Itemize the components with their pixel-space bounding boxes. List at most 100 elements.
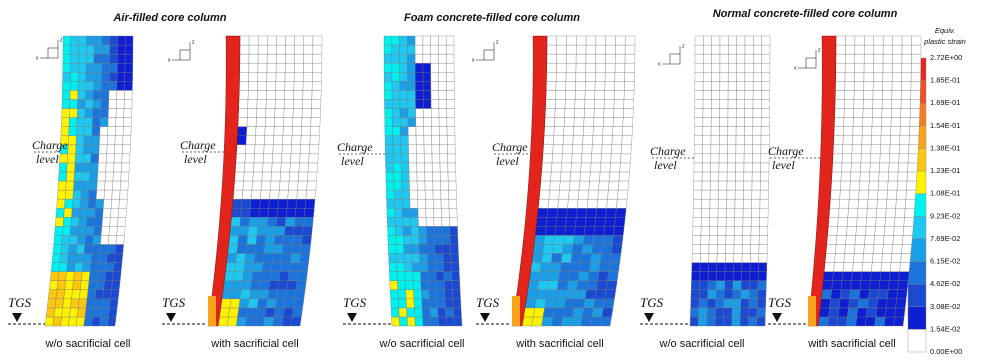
mesh-cell xyxy=(57,199,65,208)
mesh-cell xyxy=(66,272,75,281)
mesh-cell xyxy=(423,109,431,118)
mesh-cell xyxy=(59,263,68,272)
mesh-cell xyxy=(438,317,446,326)
mesh-cell xyxy=(830,199,840,208)
mesh-cell xyxy=(822,281,832,290)
mesh-cell xyxy=(690,317,699,326)
mesh-cell xyxy=(744,172,752,181)
axis-label: x xyxy=(168,57,171,63)
mesh-cell xyxy=(107,136,115,145)
mesh-cell xyxy=(538,281,549,290)
mesh-cell xyxy=(741,272,750,281)
mesh-cell xyxy=(608,181,619,190)
mesh-cell xyxy=(879,281,889,290)
mesh-cell xyxy=(275,90,284,99)
mesh-cell xyxy=(582,145,592,154)
mesh-cell xyxy=(576,36,586,45)
mesh-cell xyxy=(75,154,83,163)
mesh-cell xyxy=(277,208,287,217)
mesh-cell xyxy=(695,63,703,72)
mesh-cell xyxy=(106,163,114,172)
mesh-cell xyxy=(711,163,719,172)
mesh-cell xyxy=(760,190,769,199)
mesh-cell xyxy=(836,235,846,244)
mesh-cell xyxy=(561,254,572,263)
mesh-cell xyxy=(244,263,254,272)
mesh-cell xyxy=(125,54,133,63)
mesh-cell xyxy=(423,45,431,54)
charge-label: level xyxy=(654,158,677,172)
mesh-cell xyxy=(236,154,246,163)
mesh-cell xyxy=(586,72,596,81)
mesh-cell xyxy=(569,181,580,190)
mesh-cell xyxy=(835,244,845,253)
mesh-cell xyxy=(843,136,853,145)
mesh-cell xyxy=(311,109,320,118)
mesh-cell xyxy=(86,63,94,72)
mesh-cell xyxy=(249,72,258,81)
mesh-cell xyxy=(252,181,262,190)
mesh-cell xyxy=(576,208,587,217)
mesh-cell xyxy=(858,199,868,208)
mesh-cell xyxy=(735,217,744,226)
mesh-cell xyxy=(845,63,855,72)
legend-label: 1.54E-01 xyxy=(930,121,960,130)
mesh-cell xyxy=(249,45,258,54)
mesh-cell xyxy=(871,136,881,145)
mesh-cell xyxy=(433,199,441,208)
mesh-cell xyxy=(725,281,734,290)
mesh-cell xyxy=(758,272,767,281)
mesh-cell xyxy=(820,299,830,308)
mesh-cell xyxy=(901,99,911,108)
mesh-cell xyxy=(48,290,57,299)
mesh-cell xyxy=(80,199,88,208)
mesh-cell xyxy=(401,136,409,145)
mesh-cell xyxy=(553,145,563,154)
mesh-cell xyxy=(257,299,267,308)
mesh-cell xyxy=(838,308,849,317)
mesh-cell xyxy=(760,172,768,181)
mesh-cell xyxy=(436,263,444,272)
mesh-cell xyxy=(78,54,86,63)
mesh-cell xyxy=(105,181,113,190)
mesh-cell xyxy=(570,172,581,181)
mesh-cell xyxy=(424,127,432,136)
mesh-cell xyxy=(622,127,632,136)
mesh-cell xyxy=(690,308,699,317)
mesh-cell xyxy=(529,272,540,281)
mesh-cell xyxy=(595,81,605,90)
mesh-cell xyxy=(416,118,424,127)
mesh-cell xyxy=(239,81,248,90)
mesh-cell xyxy=(576,72,586,81)
mesh-cell xyxy=(590,254,601,263)
mesh-cell xyxy=(745,81,753,90)
mesh-cell xyxy=(892,72,902,81)
mesh-cell xyxy=(237,127,247,136)
mesh-cell xyxy=(408,99,416,108)
mesh-cell xyxy=(745,90,753,99)
mesh-cell xyxy=(865,226,875,235)
mesh-cell xyxy=(582,244,593,253)
mesh-cell xyxy=(285,72,294,81)
ground-marker xyxy=(347,313,357,322)
mesh-cell xyxy=(828,217,838,226)
mesh-cell xyxy=(691,299,700,308)
mesh-cell xyxy=(72,199,80,208)
mesh-cell xyxy=(62,99,70,108)
mesh-cell xyxy=(883,63,893,72)
mesh-cell xyxy=(417,181,425,190)
mesh-cell xyxy=(703,54,711,63)
mesh-cell xyxy=(703,118,711,127)
mesh-cell xyxy=(620,154,630,163)
mesh-cell xyxy=(431,99,439,108)
mesh-cell xyxy=(440,163,448,172)
mesh-cell xyxy=(273,244,283,253)
mesh-cell xyxy=(863,90,873,99)
mesh-cell xyxy=(597,199,608,208)
mesh-cell xyxy=(720,36,728,45)
mesh-cell xyxy=(77,308,86,317)
mesh-cell xyxy=(605,63,615,72)
mesh-cell xyxy=(596,54,606,63)
mesh-cell xyxy=(762,36,770,45)
mesh-cell xyxy=(741,299,750,308)
